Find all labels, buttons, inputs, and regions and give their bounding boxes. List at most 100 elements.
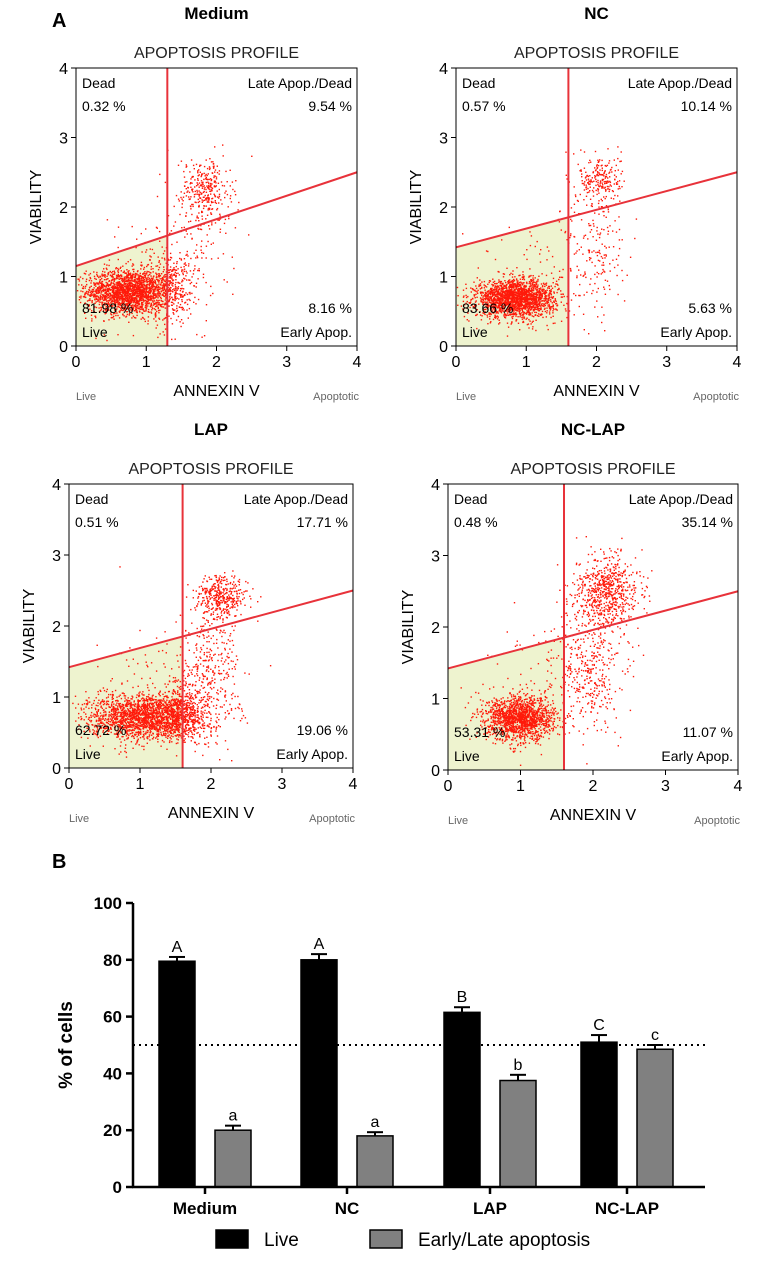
x-axis-label: ANNEXIN V [173, 383, 260, 400]
scatter-point [516, 291, 517, 292]
scatter-point [121, 275, 122, 276]
scatter-point [155, 266, 156, 267]
scatter-point [144, 267, 145, 268]
scatter-point [199, 201, 200, 202]
scatter-point [185, 264, 186, 265]
scatter-point [585, 177, 586, 178]
scatter-point [535, 296, 536, 297]
scatter-point [104, 293, 105, 294]
scatter-point [515, 297, 516, 298]
scatter-point [217, 190, 218, 191]
scatter-point [518, 302, 519, 303]
scatter-point [190, 178, 191, 179]
x-tick-label: 0 [72, 354, 81, 371]
scatter-point [193, 270, 194, 271]
scatter-point [230, 195, 231, 196]
scatter-point [501, 286, 502, 287]
scatter-point [538, 310, 539, 311]
scatter-point [586, 179, 587, 180]
scatter-point [155, 306, 156, 307]
scatter-point [514, 290, 515, 291]
scatter-point [102, 275, 103, 276]
scatter-point [97, 283, 98, 284]
quadrant-early-value: 8.16 % [308, 300, 352, 316]
scatter-point [183, 274, 184, 275]
scatter-point [546, 312, 547, 313]
scatter-point [78, 284, 79, 285]
scatter-point [141, 262, 142, 263]
scatter-point [555, 308, 556, 309]
scatter-point [593, 195, 594, 196]
scatter-point [172, 305, 173, 306]
scatter-point [180, 294, 181, 295]
scatter-point [123, 280, 124, 281]
scatter-point [147, 279, 148, 280]
scatter-point [594, 306, 595, 307]
scatter-point [150, 299, 151, 300]
scatter-point [109, 296, 110, 297]
scatter-point [604, 183, 605, 184]
scatter-point [141, 285, 142, 286]
scatter-point [526, 294, 527, 295]
scatter-point [100, 282, 101, 283]
scatter-point [105, 290, 106, 291]
scatter-point [134, 280, 135, 281]
scatter-point [172, 291, 173, 292]
scatter-point [165, 307, 166, 308]
scatter-point [141, 305, 142, 306]
scatter-point [552, 310, 553, 311]
scatter-point [523, 316, 524, 317]
scatter-point [103, 268, 104, 269]
scatter-point [122, 278, 123, 279]
scatter-point [146, 285, 147, 286]
scatter-point [135, 274, 136, 275]
scatter-point [156, 304, 157, 305]
scatter-point [584, 181, 585, 182]
scatter-point [492, 292, 493, 293]
scatter-point [153, 286, 154, 287]
scatter-point [599, 253, 600, 254]
scatter-point [146, 300, 147, 301]
scatter-point [498, 323, 499, 324]
scatter-point [192, 189, 193, 190]
scatter-point [617, 183, 618, 184]
scatter-point [517, 301, 518, 302]
scatter-point [118, 296, 119, 297]
scatter-point [183, 295, 184, 296]
scatter-point [580, 194, 581, 195]
scatter-point [540, 315, 541, 316]
scatter-point [507, 281, 508, 282]
scatter-point [550, 299, 551, 300]
scatter-point [155, 313, 156, 314]
scatter-point [104, 264, 105, 265]
scatter-point [602, 183, 603, 184]
scatter-point [160, 304, 161, 305]
scatter-point [552, 302, 553, 303]
scatter-point [597, 160, 598, 161]
scatter-point [201, 199, 202, 200]
scatter-point [599, 172, 600, 173]
scatter-point [512, 276, 513, 277]
scatter-point [152, 292, 153, 293]
scatter-point [198, 202, 199, 203]
scatter-point [519, 302, 520, 303]
scatter-point [161, 298, 162, 299]
scatter-point [588, 162, 589, 163]
scatter-point [196, 190, 197, 191]
scatter-point [502, 294, 503, 295]
scatter-point [235, 180, 236, 181]
scatter-point [98, 297, 99, 298]
scatter-point [464, 316, 465, 317]
scatter-point [163, 286, 164, 287]
scatter-point [598, 185, 599, 186]
scatter-point [161, 257, 162, 258]
scatter-point [151, 266, 152, 267]
scatter-point [514, 301, 515, 302]
scatter-point [157, 302, 158, 303]
scatter-point [124, 294, 125, 295]
scatter-point [594, 167, 595, 168]
scatter-point [160, 263, 161, 264]
scatter-point [593, 172, 594, 173]
scatter-point [602, 170, 603, 171]
scatter-point [529, 299, 530, 300]
